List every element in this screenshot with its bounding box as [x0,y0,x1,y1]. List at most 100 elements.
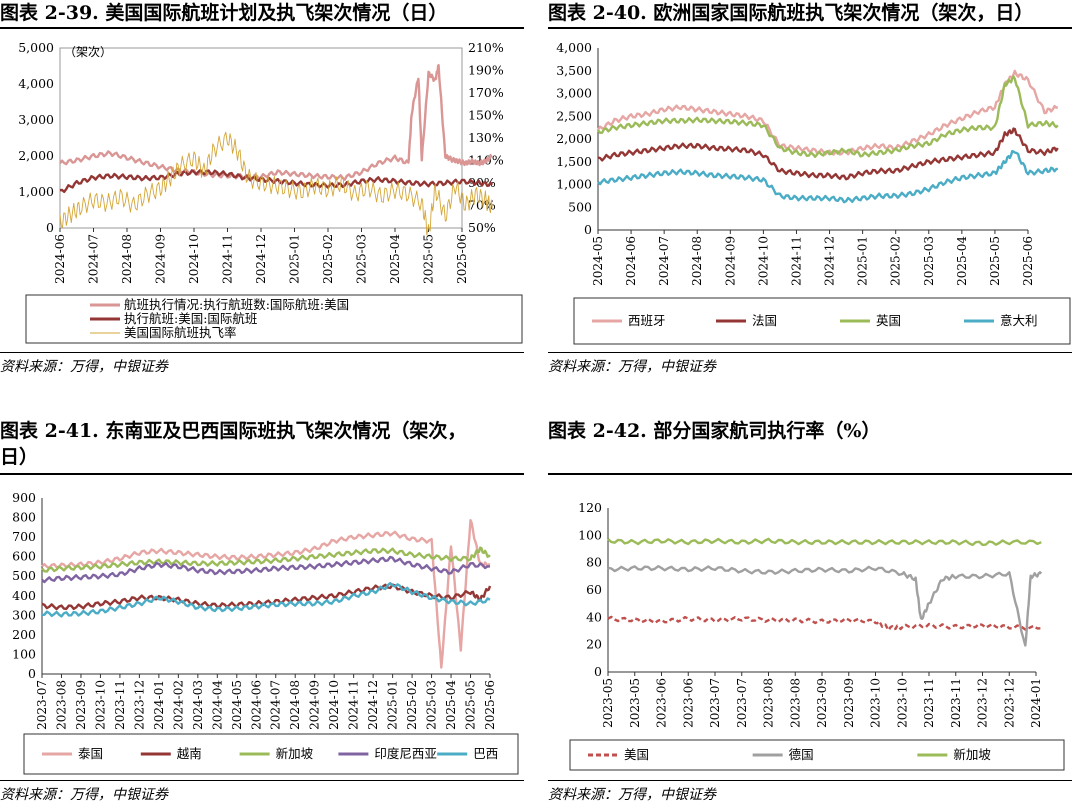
series-line-2 [41,583,492,611]
x-tick-label: 2023-05 [601,678,615,728]
x-tick-label: 2023-08 [762,678,776,728]
x-tick-label: 2024-07 [87,234,101,284]
chart-panel-4: 图表 2-42. 部分国家航司执行率（%） 0 20 40 60 80 100 120 202… [548,418,1072,804]
y-tick-label: 1,500 [556,154,592,169]
chart-svg: 0 500 1,000 1,500 2,000 2,500 3,000 3,500 4,000 2… [556,40,1071,345]
x-tick-label: 2025-05 [988,236,1002,286]
source-rule [548,352,1072,353]
legend-label: 英国 [876,313,901,328]
x-tick-label: 2024-06 [624,236,638,286]
y-tick-label: 2,000 [556,131,592,146]
chart-title: 图表 2-41. 东南亚及巴西国际班执飞架次情况（架次， [0,420,467,442]
x-tick-label: 2025-01 [288,234,302,284]
x-tick-label: 2024-02 [171,680,185,730]
y-tick-label: 2,000 [18,148,54,163]
chart-title-line2: 日） [0,446,39,468]
y-tick-label: 2,500 [556,108,592,123]
legend-label: 新加坡 [276,746,314,761]
title-rule [0,27,524,29]
x-tick-label: 2025-02 [405,680,419,730]
y-tick-label: 80 [586,555,602,570]
x-tick-label: 2023-07 [35,680,49,730]
x-tick-label: 2025-02 [889,236,903,286]
legend-box [23,733,519,775]
x-tick-label: 2025-03 [355,234,369,284]
x-tick-label: 2024-11 [347,680,361,730]
y-tick-label: 500 [12,568,36,583]
x-tick-label: 2024-10 [327,680,341,730]
series-line-1 [596,69,1059,156]
legend-label: 泰国 [78,746,103,761]
y2-tick-label: 50% [468,220,496,235]
x-tick-label: 2025-04 [388,234,402,284]
chart-title: 图表 2-39. 美国国际航班计划及执飞架次情况（日） [0,2,448,24]
y-tick-label: 300 [12,607,36,622]
y-tick-label: 4,000 [18,76,54,91]
x-tick-label: 2024-10 [756,236,770,286]
x-tick-label: 2023-07 [708,678,722,728]
x-tick-label: 2023-05 [628,678,642,728]
x-tick-label: 2023-12 [976,678,990,728]
x-tick-label: 2025-03 [922,236,936,286]
x-tick-label: 2025-05 [464,680,478,730]
y2-tick-label: 190% [468,63,504,78]
legend-label: 德国 [789,747,814,762]
y2-tick-label: 150% [468,108,504,123]
x-tick-label: 2024-05 [230,680,244,730]
legend-label: 新加坡 [953,747,991,762]
series-line-1 [41,519,491,669]
series-line-3 [607,537,1042,547]
x-tick-label: 2025-01 [856,236,870,286]
x-tick-label: 2024-12 [254,234,268,284]
legend-label: 航班执行情况:执行航班数:国际航班:美国 [124,297,349,312]
y-tick-label: 700 [12,529,36,544]
chart-panel-2: 图表 2-40. 欧洲国家国际航班执飞架次情况（架次，日） 0 500 1,000 1… [548,0,1072,400]
series-line-2 [607,565,1043,647]
x-tick-label: 2024-07 [657,236,671,286]
series-line-4 [597,149,1059,204]
source-rule [548,780,1072,781]
chart-svg: 0 100 200 300 400 500 600 700 800 900 2023-07 2023-… [12,490,519,775]
y2-tick-label: 130% [468,130,504,145]
chart-source: 资料来源：万得，中银证券 [548,359,716,375]
legend-label: 执行航班:美国:国际航班 [124,311,257,326]
x-tick-label: 2023-08 [788,678,802,728]
title-rule [548,27,1072,29]
x-tick-label: 2023-07 [735,678,749,728]
chart-source: 资料来源：万得，中银证券 [0,359,168,375]
series-line-2 [59,168,494,193]
x-tick-label: 2023-11 [922,678,936,728]
x-tick-label: 2023-12 [1002,678,1016,728]
series-line-1 [59,64,493,181]
title-rule [0,473,524,475]
y-tick-label: 100 [12,646,36,661]
x-tick-label: 2024-07 [269,680,283,730]
series-line-1 [607,615,1042,632]
x-tick-label: 2023-10 [895,678,909,728]
x-tick-label: 2024-01 [152,680,166,730]
y-tick-label: 5,000 [18,40,54,55]
legend-label: 意大利 [1000,313,1038,328]
y2-tick-label: 170% [468,85,504,100]
legend-label: 印度尼西亚 [374,746,437,761]
x-tick-label: 2024-08 [120,234,134,284]
legend-label: 美国 [624,747,649,762]
legend-label: 西班牙 [628,313,666,328]
legend-label: 巴西 [473,746,498,761]
y-tick-label: 120 [578,500,602,515]
x-tick-label: 2023-09 [74,680,88,730]
y-tick-label: 1,000 [556,177,592,192]
x-tick-label: 2024-12 [823,236,837,286]
x-tick-label: 2023-06 [655,678,669,728]
title-rule [548,473,1072,475]
legend-box [569,739,1065,771]
chart-title: 图表 2-40. 欧洲国家国际航班执飞架次情况（架次，日） [548,2,1034,24]
y-tick-label: 0 [28,666,36,681]
x-tick-label: 2024-10 [187,234,201,284]
x-tick-label: 2025-01 [386,680,400,730]
source-rule [0,352,524,353]
y-tick-label: 0 [584,222,592,237]
x-tick-label: 2024-03 [191,680,205,730]
y-tick-label: 4,000 [556,40,592,55]
